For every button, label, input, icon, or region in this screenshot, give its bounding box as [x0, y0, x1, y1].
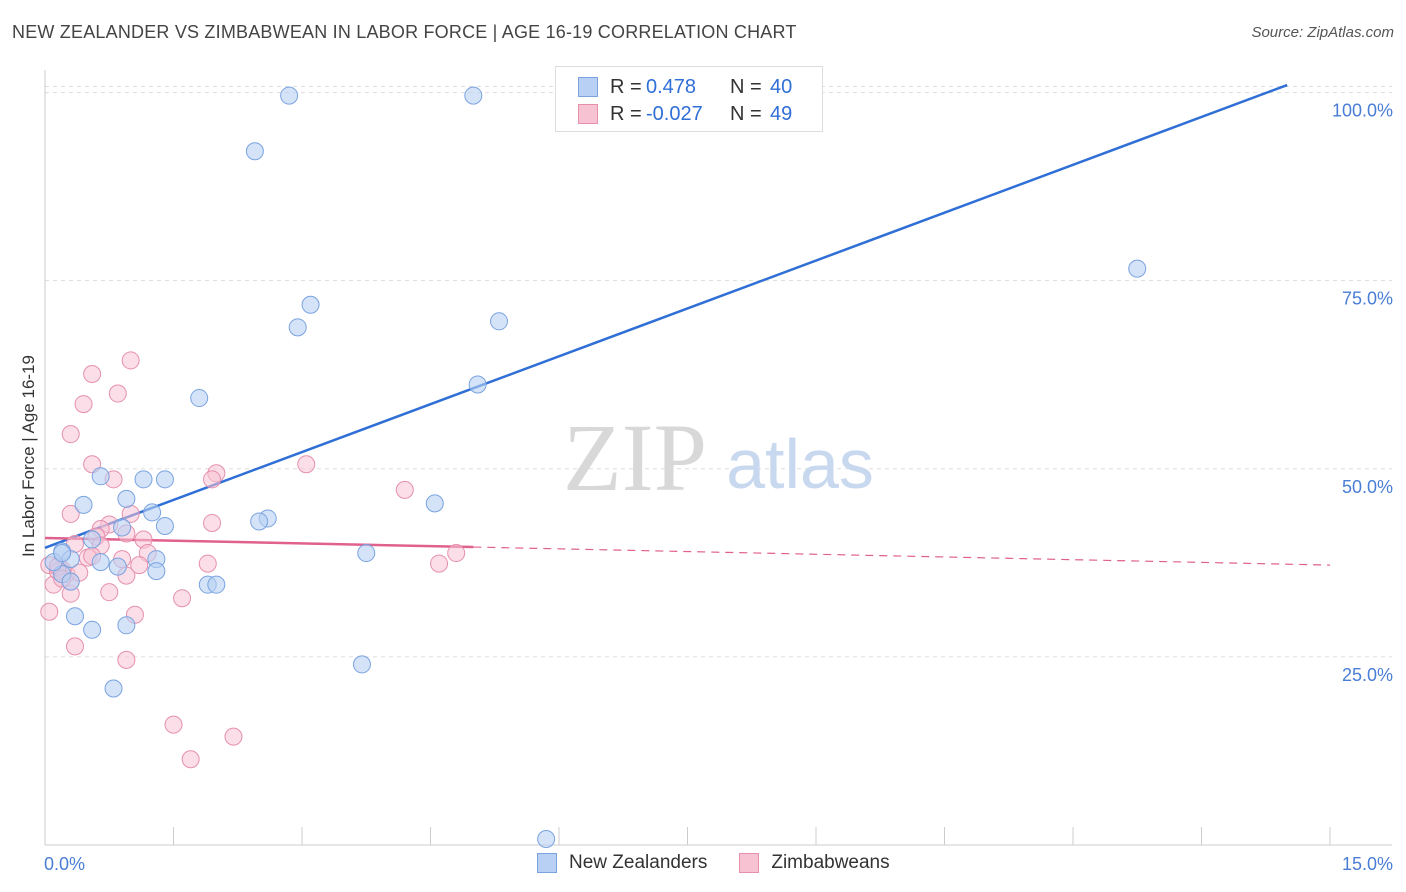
- zimbabwean-point: [395, 480, 414, 499]
- nz-legend-swatch: [537, 853, 557, 873]
- new-zealander-point: [490, 312, 509, 331]
- zimbabwean-point: [100, 583, 119, 602]
- tick-labels: 25.0% 50.0% 75.0% 100.0% 0.0% 15.0%: [44, 101, 1393, 874]
- zimbabwean-point: [61, 504, 80, 523]
- new-zealander-point: [113, 518, 132, 537]
- stats-legend: R = 0.478 N = 40 R = -0.027 N = 49: [555, 66, 823, 132]
- zimbabwean-point: [224, 727, 243, 746]
- new-zealander-point: [65, 607, 84, 626]
- y-axis-label: In Labor Force | Age 16-19: [19, 355, 38, 557]
- new-zealander-point: [425, 494, 444, 513]
- new-zealander-point: [155, 516, 174, 535]
- watermark-atlas: atlas: [726, 425, 874, 503]
- x-tick-label-max: 15.0%: [1342, 854, 1393, 874]
- chart-title: NEW ZEALANDER VS ZIMBABWEAN IN LABOR FOR…: [12, 22, 797, 42]
- new-zealander-point: [190, 389, 209, 408]
- legend-row-zimbabweans: R = -0.027 N = 49: [578, 102, 810, 126]
- zimbabwean-point: [198, 554, 217, 573]
- new-zealander-point: [537, 829, 556, 848]
- new-zealander-point: [83, 530, 102, 549]
- new-zealander-point: [280, 86, 299, 105]
- zw-trend-line: [44, 536, 474, 549]
- series-legend: New Zealanders Zimbabweans: [537, 852, 922, 874]
- new-zealander-point: [117, 616, 136, 635]
- zimbabwean-point: [130, 556, 149, 575]
- zimbabwean-point: [117, 650, 136, 669]
- new-zealander-point: [155, 470, 174, 489]
- new-zealander-point: [207, 575, 226, 594]
- trend-lines: [44, 83, 1331, 566]
- new-zealander-point: [61, 572, 80, 591]
- source-credit: Source: ZipAtlas.com: [1251, 24, 1394, 41]
- new-zealander-point: [1128, 259, 1147, 278]
- new-zealander-point: [91, 553, 110, 572]
- new-zealander-point: [245, 142, 264, 161]
- legend-item-zimbabweans[interactable]: Zimbabweans: [739, 852, 890, 874]
- nz-legend-label: New Zealanders: [569, 852, 708, 873]
- zimbabwean-point: [40, 602, 59, 621]
- zimbabwean-point: [108, 384, 127, 403]
- zimbabwean-point: [74, 395, 93, 414]
- nz-trend-line: [44, 83, 1288, 549]
- zimbabwean-point: [181, 750, 200, 769]
- new-zealander-point: [352, 655, 371, 674]
- zimbabwean-point: [173, 589, 192, 608]
- x-tick-label-min: 0.0%: [44, 854, 85, 874]
- zimbabwean-point: [203, 513, 222, 532]
- new-zealander-point: [147, 562, 166, 581]
- y-tick-label: 25.0%: [1342, 665, 1393, 685]
- zw-swatch: [578, 104, 598, 124]
- r-label: R =: [610, 75, 642, 98]
- zimbabwean-point: [203, 470, 222, 489]
- new-zealander-point: [301, 295, 320, 314]
- new-zealander-point: [468, 375, 487, 394]
- nz-swatch: [578, 77, 598, 97]
- new-zealander-point: [143, 503, 162, 522]
- zimbabwean-point: [83, 364, 102, 383]
- zimbabwean-point: [121, 351, 140, 370]
- zimbabwean-point: [447, 544, 466, 563]
- zimbabwean-point: [61, 425, 80, 444]
- new-zealander-point: [74, 495, 93, 514]
- y-tick-label: 75.0%: [1342, 289, 1393, 309]
- zw-legend-label: Zimbabweans: [771, 852, 890, 873]
- zw-n-value: 49: [770, 102, 793, 125]
- r-label: R =: [610, 102, 642, 125]
- new-zealander-point: [108, 557, 127, 576]
- zimbabwean-point: [297, 455, 316, 474]
- new-zealander-point: [91, 467, 110, 486]
- zw-trend-line-extrapolated: [473, 546, 1331, 566]
- watermark: ZIP atlas: [563, 404, 874, 511]
- new-zealander-point: [83, 620, 102, 639]
- zimbabwean-point: [430, 554, 449, 573]
- new-zealander-point: [117, 489, 136, 508]
- new-zealander-point: [288, 318, 307, 337]
- nz-r-value: 0.478: [646, 75, 697, 98]
- new-zealander-point: [464, 86, 483, 105]
- zimbabwean-point: [164, 715, 183, 734]
- n-label: N =: [730, 102, 762, 125]
- n-label: N =: [730, 75, 762, 98]
- nz-n-value: 40: [770, 75, 793, 98]
- legend-row-new-zealanders: R = 0.478 N = 40: [578, 75, 810, 99]
- zimbabwean-point: [65, 637, 84, 656]
- new-zealander-point: [104, 679, 123, 698]
- zw-legend-swatch: [739, 853, 760, 873]
- data-points: [40, 86, 1147, 848]
- y-tick-label: 50.0%: [1342, 477, 1393, 497]
- y-tick-label: 100.0%: [1332, 101, 1393, 121]
- new-zealander-point: [357, 544, 376, 563]
- legend-item-new-zealanders[interactable]: New Zealanders: [537, 852, 707, 874]
- zw-r-value: -0.027: [646, 102, 703, 125]
- axes: [44, 70, 1392, 846]
- new-zealander-point: [53, 544, 72, 563]
- new-zealander-point: [134, 470, 153, 489]
- grid-lines: [45, 86, 1392, 658]
- new-zealander-point: [250, 512, 269, 531]
- watermark-zip: ZIP: [563, 404, 707, 511]
